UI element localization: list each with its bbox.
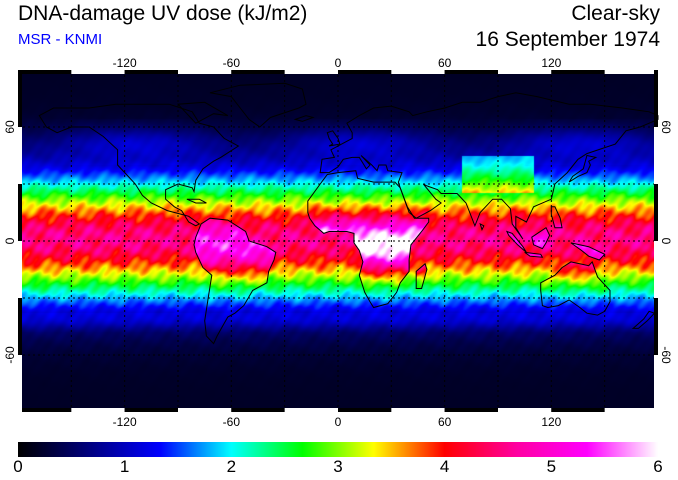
frame-segment (71, 408, 125, 412)
frame-segment (654, 298, 658, 355)
coastline (38, 103, 240, 227)
colorbar-gradient (18, 442, 658, 457)
coastline (631, 310, 656, 329)
lat-tick-label-right: 0 (659, 238, 673, 245)
frame-segment (284, 408, 338, 412)
colorbar-tick-label: 4 (439, 457, 450, 476)
frame-segment (391, 408, 445, 412)
frame-segment (654, 70, 658, 127)
coastline (568, 154, 598, 183)
frame-segment (338, 408, 392, 412)
coastline (193, 217, 277, 345)
coastline (326, 130, 341, 147)
lon-tick-label-top: 120 (541, 56, 561, 70)
lon-tick-label-bottom: 120 (541, 415, 561, 429)
lon-tick-label-top: -120 (113, 56, 137, 70)
coastline (415, 262, 428, 289)
coastline (479, 222, 485, 231)
lon-tick-label-top: -60 (223, 56, 241, 70)
coastline (540, 260, 611, 316)
frame-segment (444, 70, 498, 74)
coastline (505, 230, 527, 253)
lon-tick-label-top: 0 (335, 56, 342, 70)
lon-tick-label-bottom: -120 (113, 415, 137, 429)
coastline (550, 206, 563, 229)
frame-segment (654, 127, 658, 184)
coastline (293, 115, 315, 122)
frame-segment (444, 408, 498, 412)
frame-segment (18, 408, 72, 412)
colorbar-tick-label: 0 (13, 457, 23, 476)
frame-segment (231, 70, 285, 74)
axis-ticks: -120 -120 -60 -60 0 0 60 60 120 120 60 60 0 0 -60 -60 (3, 56, 673, 429)
frame-segment (71, 70, 125, 74)
frame-segment (18, 298, 22, 355)
frame-segment (284, 70, 338, 74)
frame-segment (551, 70, 605, 74)
frame-segment (551, 408, 605, 412)
coastline (531, 226, 551, 250)
lat-tick-label-right: -60 (659, 346, 673, 364)
frame-segment (178, 408, 232, 412)
frame-segment (18, 70, 72, 74)
colorbar-tick-label: 2 (226, 457, 237, 476)
frame-segment (338, 70, 392, 74)
sky-condition-label: Clear-sky (571, 2, 660, 25)
coastline (176, 101, 229, 124)
frame-segment (124, 70, 178, 74)
lon-tick-label-top: 60 (438, 56, 452, 70)
coastline (524, 251, 544, 258)
credit-label: MSR - KNMI (18, 31, 103, 48)
frame-segment (18, 127, 22, 184)
colorbar-tick-label: 3 (333, 457, 343, 476)
coastline (307, 170, 430, 309)
frame-segment (498, 70, 552, 74)
coastline (186, 198, 207, 204)
frame-segment (231, 408, 285, 412)
colorbar-tick-label: 5 (546, 457, 557, 476)
frame-segment (604, 70, 658, 74)
lat-tick-label-right: 60 (659, 120, 673, 134)
date-label: 16 September 1974 (475, 28, 660, 51)
frame-segment (391, 70, 445, 74)
frame-segment (178, 70, 232, 74)
map-overlay: -120 -120 -60 -60 0 0 60 60 120 120 60 60 0 0 -60 -60 (3, 56, 673, 429)
coastline (319, 92, 659, 240)
coastline (570, 242, 606, 261)
lon-tick-label-bottom: -60 (223, 415, 241, 429)
coastline (209, 82, 307, 128)
lat-tick-label-left: 60 (3, 120, 17, 134)
colorbar-tick-label: 6 (653, 457, 663, 476)
coastlines (38, 82, 659, 345)
frame-segment (654, 355, 658, 412)
frame-segment (498, 408, 552, 412)
colorbar-tick-label: 1 (119, 457, 130, 476)
lat-tick-label-left: 0 (3, 237, 17, 244)
frame-segment (124, 408, 178, 412)
frame-segment (18, 241, 22, 298)
lon-tick-label-bottom: 60 (438, 415, 452, 429)
frame-segment (604, 408, 658, 412)
frame-segment (18, 184, 22, 241)
lon-tick-label-bottom: 0 (335, 415, 342, 429)
map-frame (18, 70, 658, 412)
colorbar: 0 1 2 3 4 5 6 (13, 442, 663, 480)
lat-tick-label-left: -60 (3, 346, 17, 364)
frame-segment (18, 70, 22, 127)
map-title: DNA-damage UV dose (kJ/m2) (18, 2, 308, 25)
frame-segment (18, 355, 22, 412)
frame-segment (654, 241, 658, 298)
frame-segment (654, 184, 658, 241)
gridlines (18, 70, 658, 412)
uv-dose-map: -120 -120 -60 -60 0 0 60 60 120 120 60 60 0 0 -60 -60 (3, 56, 673, 429)
